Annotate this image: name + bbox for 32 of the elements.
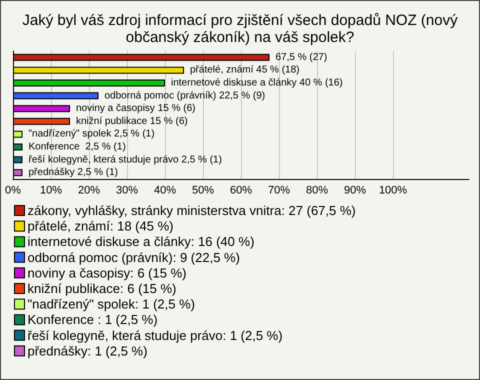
x-tick-label: 10% <box>40 184 62 196</box>
legend-label: Konference : 1 (2,5 %) <box>28 312 158 328</box>
x-tick-label: 0% <box>5 184 22 196</box>
legend-label: noviny a časopisy: 6 (15 %) <box>28 265 186 280</box>
data-label: přednášky 2,5 % (1) <box>28 167 118 178</box>
x-tick-label: 90% <box>344 184 366 196</box>
chart-title: Jaký byl váš zdroj informací pro zjištění všech dopadů NOZ (nový občanský zákoník) na váš spolek? <box>22 12 458 46</box>
x-tick-label: 80% <box>306 184 328 196</box>
legend-label: zákony, vyhlášky, stránky ministerstva vnitra: 27 (67,5 %) <box>28 203 356 218</box>
x-tick-label: 50% <box>192 184 214 196</box>
legend-label: knižní publikace: 6 (15 %) <box>28 281 176 296</box>
data-label: 67,5 % (27) <box>276 52 328 63</box>
legend-label: přátelé, známí: 18 (45 %) <box>28 218 174 234</box>
x-tick-label: 100% <box>378 184 408 196</box>
legend-label: internetové diskuse a články: 16 (40 %) <box>28 234 254 250</box>
data-label: řeší kolegyně, která studuje právo 2,5 % (1) <box>28 154 222 166</box>
data-label: noviny a časopisy 15 % (6) <box>76 103 196 114</box>
data-label: odborná pomoc (právník) 22,5 % (9) <box>104 90 266 102</box>
data-label: internetové diskuse a články 40 % (16) <box>171 78 343 88</box>
x-tick-label: 30% <box>116 184 138 196</box>
data-label: knižní publikace 15 % (6) <box>76 116 188 127</box>
x-tick-label: 20% <box>78 184 100 196</box>
data-label: "nadřízený" spolek 2,5 % (1) <box>28 128 155 140</box>
legend-label: přednášky: 1 (2,5 %) <box>28 343 148 358</box>
x-tick-label: 70% <box>268 184 290 196</box>
legend-label: řeší kolegyně, která studuje právo: 1 (2,5 %) <box>28 328 283 343</box>
legend-label: odborná pomoc (právník): 9 (22,5 %) <box>28 250 240 265</box>
data-label: Konference 2,5 % (1) <box>28 142 126 152</box>
x-tick-label: 40% <box>154 184 176 196</box>
legend-label: "nadřízený" spolek: 1 (2,5 %) <box>28 296 195 312</box>
data-label: přátelé, známí 45 % (18) <box>190 64 300 76</box>
x-tick-label: 60% <box>230 184 252 196</box>
